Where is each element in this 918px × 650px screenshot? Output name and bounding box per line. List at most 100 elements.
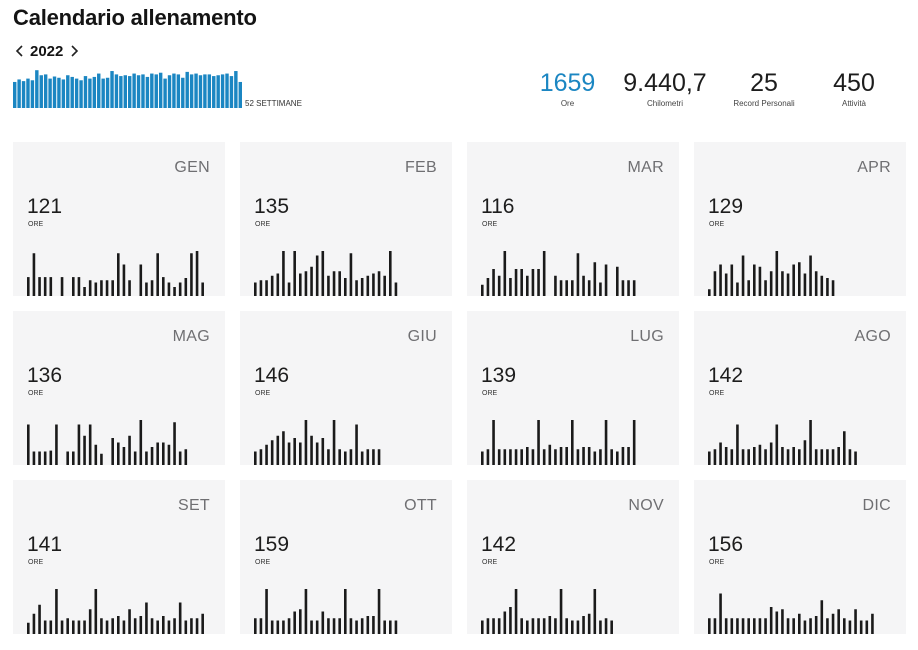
day-bar — [708, 289, 711, 296]
week-bar[interactable] — [30, 80, 35, 108]
day-bar — [310, 620, 313, 634]
day-bar — [792, 264, 795, 296]
day-bar — [831, 449, 835, 465]
day-bar — [32, 253, 36, 296]
chevron-left-icon[interactable] — [12, 42, 26, 60]
week-bar[interactable] — [189, 74, 194, 108]
week-bar[interactable] — [83, 76, 88, 108]
week-bar[interactable] — [17, 79, 21, 108]
week-bar[interactable] — [220, 74, 225, 108]
week-bar[interactable] — [207, 74, 212, 108]
month-card-ago[interactable]: AGO 142 ORE — [694, 311, 906, 465]
week-bar[interactable] — [70, 76, 74, 108]
month-card-giu[interactable]: GIU 146 ORE — [240, 311, 452, 465]
week-bar[interactable] — [119, 76, 123, 108]
week-bar[interactable] — [123, 75, 127, 108]
week-bar[interactable] — [172, 73, 176, 108]
week-bar[interactable] — [150, 73, 154, 108]
day-bar — [481, 451, 484, 465]
week-bar[interactable] — [145, 76, 150, 108]
week-bar[interactable] — [92, 76, 97, 108]
day-bar — [531, 618, 535, 634]
week-bar[interactable] — [136, 75, 141, 108]
week-bar[interactable] — [132, 73, 136, 108]
week-bar[interactable] — [57, 77, 61, 108]
day-bar — [332, 420, 336, 465]
day-bar — [871, 613, 874, 634]
month-card-ott[interactable]: OTT 159 ORE — [240, 480, 452, 634]
week-bar[interactable] — [21, 81, 26, 108]
week-bar[interactable] — [234, 71, 238, 108]
month-card-lug[interactable]: LUG 139 ORE — [467, 311, 679, 465]
month-card-dic[interactable]: DIC 156 ORE — [694, 480, 906, 634]
day-bar — [122, 620, 126, 634]
week-bar[interactable] — [52, 76, 57, 109]
week-bar[interactable] — [97, 73, 101, 108]
week-bar[interactable] — [238, 81, 242, 108]
week-bar[interactable] — [110, 71, 114, 108]
week-bar[interactable] — [105, 77, 110, 108]
week-bar[interactable] — [88, 78, 92, 108]
day-bar — [803, 440, 807, 465]
day-bar — [117, 442, 120, 465]
week-bar[interactable] — [74, 78, 79, 108]
week-bar[interactable] — [203, 74, 207, 108]
day-bar — [554, 449, 557, 465]
month-name: LUG — [630, 328, 664, 345]
day-bar — [100, 453, 103, 465]
week-bar[interactable] — [39, 75, 43, 108]
week-bar[interactable] — [176, 74, 181, 108]
month-card-apr[interactable]: APR 129 ORE — [694, 142, 906, 296]
week-bar[interactable] — [13, 81, 17, 108]
week-bar[interactable] — [43, 74, 48, 108]
week-bar[interactable] — [101, 78, 105, 108]
day-bar — [582, 447, 585, 465]
month-hours: 141 — [27, 533, 63, 556]
day-bar — [344, 451, 347, 465]
week-bar[interactable] — [198, 75, 203, 108]
week-bar[interactable] — [35, 70, 39, 108]
day-bar — [520, 269, 523, 296]
week-bar[interactable] — [167, 75, 172, 108]
month-card-mar[interactable]: MAR 116 ORE — [467, 142, 679, 296]
week-bar[interactable] — [181, 77, 185, 108]
month-hours-unit: ORE — [482, 390, 498, 397]
week-bar[interactable] — [79, 80, 83, 108]
week-bar[interactable] — [229, 76, 234, 108]
week-bar[interactable] — [66, 75, 70, 108]
month-hours: 156 — [708, 533, 744, 556]
month-card-feb[interactable]: FEB 135 ORE — [240, 142, 452, 296]
month-daily-chart — [27, 589, 204, 634]
week-bar[interactable] — [61, 79, 66, 108]
week-bar[interactable] — [114, 74, 119, 108]
day-bar — [360, 278, 364, 296]
month-card-nov[interactable]: NOV 142 ORE — [467, 480, 679, 634]
week-bar[interactable] — [48, 78, 52, 108]
week-bar[interactable] — [212, 76, 216, 108]
month-card-set[interactable]: SET 141 ORE — [13, 480, 225, 634]
week-bar[interactable] — [154, 74, 158, 108]
day-bar — [497, 618, 501, 634]
week-bar[interactable] — [225, 73, 229, 108]
month-card-gen[interactable]: GEN 121 ORE — [13, 142, 225, 296]
day-bar — [338, 618, 341, 634]
day-bar — [803, 620, 807, 634]
day-bar — [509, 607, 512, 634]
day-bar — [389, 620, 392, 634]
week-bar[interactable] — [194, 73, 198, 108]
week-bar[interactable] — [141, 74, 145, 108]
week-bar[interactable] — [216, 75, 220, 108]
chevron-right-icon[interactable] — [67, 42, 81, 60]
week-bar[interactable] — [26, 78, 30, 108]
month-card-mag[interactable]: MAG 136 ORE — [13, 311, 225, 465]
day-bar — [254, 451, 257, 465]
week-bar[interactable] — [128, 76, 132, 108]
week-bar[interactable] — [158, 72, 163, 108]
day-bar — [139, 420, 143, 465]
week-bar[interactable] — [163, 78, 167, 108]
week-bar[interactable] — [185, 71, 189, 108]
day-bar — [287, 442, 291, 465]
day-bar — [304, 589, 308, 634]
day-bar — [94, 589, 98, 634]
day-bar — [520, 449, 523, 465]
